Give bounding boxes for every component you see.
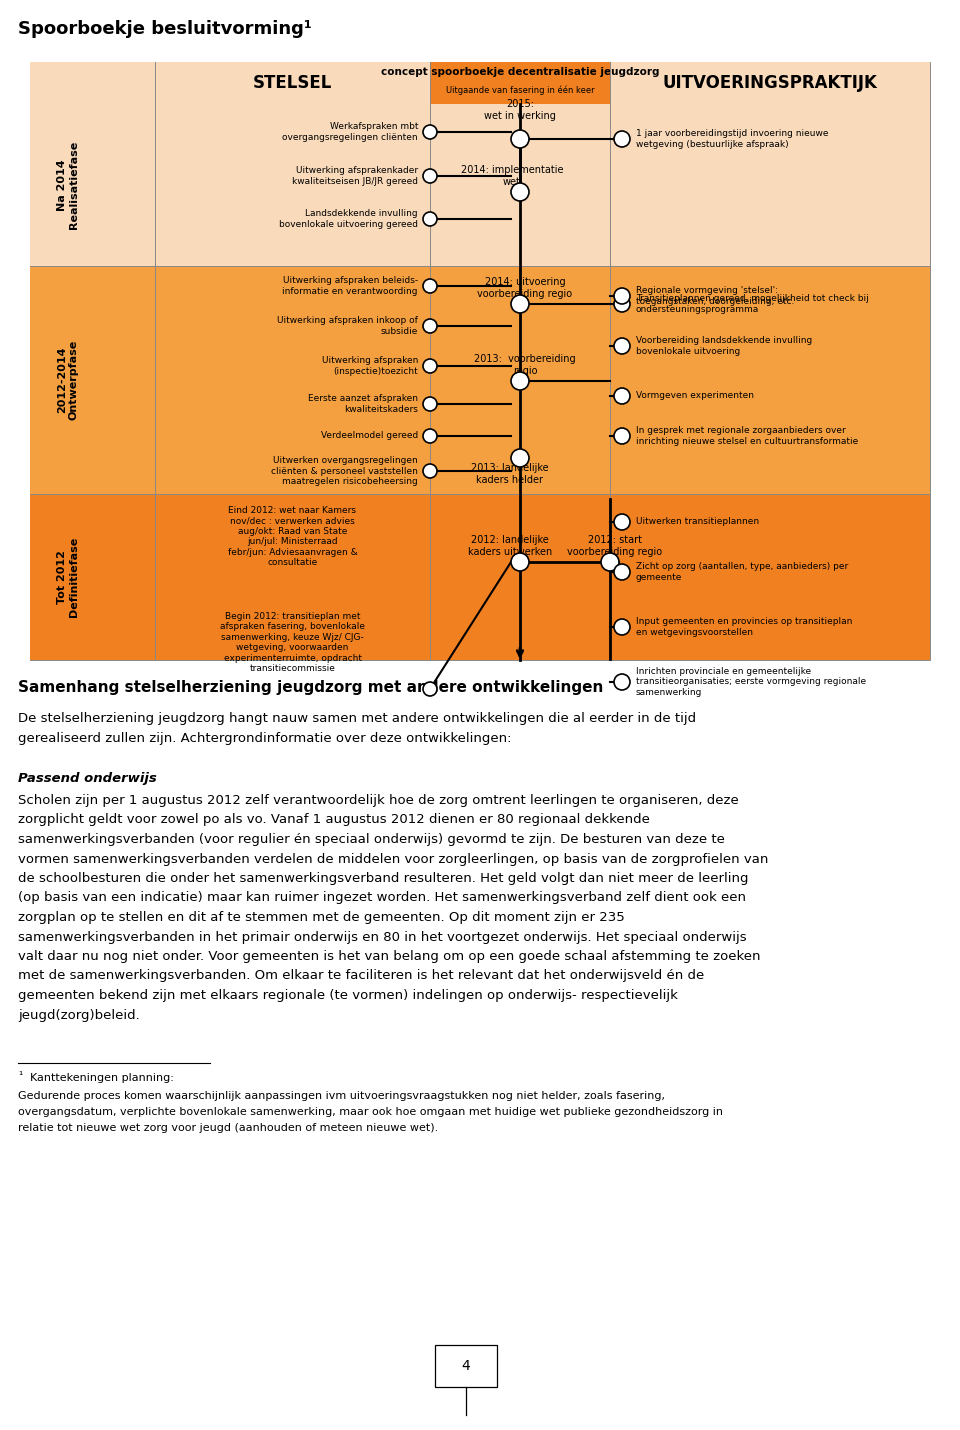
Bar: [30, 61, 930, 661]
Text: Uitwerking afspraken beleids-
informatie en verantwoording: Uitwerking afspraken beleids- informatie…: [282, 276, 418, 296]
Text: Verdeelmodel gereed: Verdeelmodel gereed: [321, 432, 418, 440]
Text: Voorbereiding landsdekkende invulling
bovenlokale uitvoering: Voorbereiding landsdekkende invulling bo…: [636, 336, 812, 356]
Circle shape: [423, 463, 437, 478]
Text: met de samenwerkingsverbanden. Om elkaar te faciliteren is het relevant dat het : met de samenwerkingsverbanden. Om elkaar…: [18, 970, 705, 982]
Circle shape: [614, 619, 630, 635]
Text: Inrichten provinciale en gemeentelijke
transitieorganisaties; eerste vormgeving : Inrichten provinciale en gemeentelijke t…: [636, 668, 866, 696]
Circle shape: [423, 279, 437, 293]
Circle shape: [423, 319, 437, 333]
Circle shape: [423, 429, 437, 443]
Text: Uitwerking afsprakenkader
kwaliteitseisen JB/JR gereed: Uitwerking afsprakenkader kwaliteitseise…: [292, 166, 418, 186]
Text: Scholen zijn per 1 augustus 2012 zelf verantwoordelijk hoe de zorg omtrent leerl: Scholen zijn per 1 augustus 2012 zelf ve…: [18, 794, 739, 807]
Circle shape: [423, 212, 437, 226]
Text: 2013:  voorbereiding
regio: 2013: voorbereiding regio: [474, 355, 576, 376]
Text: 2013: landelijke
kaders helder: 2013: landelijke kaders helder: [471, 463, 549, 485]
Circle shape: [614, 563, 630, 581]
Text: samenwerkingsverbanden in het primair onderwijs en 80 in het voortgezet onderwij: samenwerkingsverbanden in het primair on…: [18, 931, 747, 944]
Circle shape: [511, 130, 529, 147]
Circle shape: [614, 132, 630, 147]
Bar: [155, 61, 430, 104]
Text: Werkafspraken mbt
overgangsregelingen cliënten: Werkafspraken mbt overgangsregelingen cl…: [282, 123, 418, 142]
Text: Begin 2012: transitieplan met
afspraken fasering, bovenlokale
samenwerking, keuz: Begin 2012: transitieplan met afspraken …: [220, 612, 365, 674]
Bar: [430, 61, 610, 104]
Circle shape: [511, 295, 529, 313]
Circle shape: [423, 682, 437, 696]
Circle shape: [511, 553, 529, 571]
Text: In gesprek met regionale zorgaanbieders over
inrichting nieuwe stelsel en cultuu: In gesprek met regionale zorgaanbieders …: [636, 426, 858, 446]
Text: Passend onderwijs: Passend onderwijs: [18, 772, 156, 785]
Circle shape: [423, 359, 437, 373]
Circle shape: [614, 428, 630, 443]
Text: Uitgaande van fasering in één keer: Uitgaande van fasering in één keer: [445, 86, 594, 94]
Text: concept spoorboekje decentralisatie jeugdzorg: concept spoorboekje decentralisatie jeug…: [381, 67, 660, 77]
Text: vormen samenwerkingsverbanden verdelen de middelen voor zorgleerlingen, op basis: vormen samenwerkingsverbanden verdelen d…: [18, 852, 768, 865]
Bar: [30, 266, 930, 493]
Text: valt daar nu nog niet onder. Voor gemeenten is het van belang om op een goede sc: valt daar nu nog niet onder. Voor gemeen…: [18, 950, 760, 962]
Circle shape: [614, 337, 630, 355]
Text: gemeenten bekend zijn met elkaars regionale (te vormen) indelingen op onderwijs-: gemeenten bekend zijn met elkaars region…: [18, 990, 678, 1002]
Text: Input gemeenten en provincies op transitieplan
en wetgevingsvoorstellen: Input gemeenten en provincies op transit…: [636, 618, 852, 636]
Text: ¹: ¹: [18, 1071, 22, 1081]
Bar: [610, 61, 930, 104]
Text: zorgplicht geldt voor zowel po als vo. Vanaf 1 augustus 2012 dienen er 80 region: zorgplicht geldt voor zowel po als vo. V…: [18, 814, 650, 827]
Text: gerealiseerd zullen zijn. Achtergrondinformatie over deze ontwikkelingen:: gerealiseerd zullen zijn. Achtergrondinf…: [18, 732, 512, 745]
Text: UITVOERINGSPRAKTIJK: UITVOERINGSPRAKTIJK: [662, 74, 877, 92]
Text: 2014: uitvoering
voorbereiding regio: 2014: uitvoering voorbereiding regio: [477, 277, 572, 299]
Text: overgangsdatum, verplichte bovenlokale samenwerking, maar ook hoe omgaan met hui: overgangsdatum, verplichte bovenlokale s…: [18, 1107, 723, 1117]
Text: Na 2014
Realisatiefase: Na 2014 Realisatiefase: [58, 142, 79, 229]
Bar: [30, 61, 155, 104]
Circle shape: [614, 513, 630, 531]
Text: Zicht op zorg (aantallen, type, aanbieders) per
gemeente: Zicht op zorg (aantallen, type, aanbiede…: [636, 562, 849, 582]
Circle shape: [614, 388, 630, 405]
Text: Transitieplannen gereed, mogelijkheid tot check bij
ondersteuningsprogramma: Transitieplannen gereed, mogelijkheid to…: [636, 295, 869, 313]
Circle shape: [423, 124, 437, 139]
Text: Uitwerking afspraken
(inspectie)toezicht: Uitwerking afspraken (inspectie)toezicht: [322, 356, 418, 376]
Text: relatie tot nieuwe wet zorg voor jeugd (aanhouden of meteen nieuwe wet).: relatie tot nieuwe wet zorg voor jeugd (…: [18, 1123, 439, 1133]
Text: samenwerkingsverbanden (voor regulier én speciaal onderwijs) gevormd te zijn. De: samenwerkingsverbanden (voor regulier én…: [18, 834, 725, 847]
Circle shape: [423, 398, 437, 410]
Circle shape: [511, 449, 529, 468]
Circle shape: [614, 296, 630, 312]
Text: Eerste aanzet afspraken
kwaliteitskaders: Eerste aanzet afspraken kwaliteitskaders: [308, 395, 418, 413]
Circle shape: [614, 674, 630, 691]
Circle shape: [601, 553, 619, 571]
Text: Regionale vormgeving 'stelsel':
toegangstaken, doorgeleiding, etc.: Regionale vormgeving 'stelsel': toegangs…: [636, 286, 794, 306]
Text: de schoolbesturen die onder het samenwerkingsverband resulteren. Het geld volgt : de schoolbesturen die onder het samenwer…: [18, 872, 749, 885]
Circle shape: [511, 183, 529, 202]
Bar: [30, 493, 930, 661]
Bar: [435, 1346, 497, 1387]
Text: Kanttekeningen planning:: Kanttekeningen planning:: [30, 1072, 174, 1083]
Text: 4: 4: [462, 1358, 470, 1373]
Text: 2012: landelijke
kaders uitwerken: 2012: landelijke kaders uitwerken: [468, 535, 552, 558]
Bar: [30, 104, 930, 266]
Text: 2012-2014
Ontwerpfase: 2012-2014 Ontwerpfase: [58, 340, 79, 420]
Text: zorgplan op te stellen en dit af te stemmen met de gemeenten. Op dit moment zijn: zorgplan op te stellen en dit af te stem…: [18, 911, 625, 924]
Text: Vormgeven experimenten: Vormgeven experimenten: [636, 392, 754, 400]
Text: jeugd(zorg)beleid.: jeugd(zorg)beleid.: [18, 1008, 140, 1021]
Text: Uitwerken transitieplannen: Uitwerken transitieplannen: [636, 518, 759, 526]
Text: De stelselherziening jeugdzorg hangt nauw samen met andere ontwikkelingen die al: De stelselherziening jeugdzorg hangt nau…: [18, 712, 696, 725]
Text: Eind 2012: wet naar Kamers
nov/dec : verwerken advies
aug/okt: Raad van State
ju: Eind 2012: wet naar Kamers nov/dec : ver…: [228, 506, 357, 568]
Text: STELSEL: STELSEL: [252, 74, 332, 92]
Text: Spoorboekje besluitvorming¹: Spoorboekje besluitvorming¹: [18, 20, 312, 39]
Text: (op basis van een indicatie) maar kan ruimer ingezet worden. Het samenwerkingsve: (op basis van een indicatie) maar kan ru…: [18, 891, 746, 905]
Text: 2014: implementatie
wet: 2014: implementatie wet: [461, 166, 564, 187]
Text: 2012: start
voorbereiding regio: 2012: start voorbereiding regio: [567, 535, 662, 558]
Text: 2015:
wet in werking: 2015: wet in werking: [484, 100, 556, 122]
Text: Uitwerking afspraken inkoop of
subsidie: Uitwerking afspraken inkoop of subsidie: [277, 316, 418, 336]
Text: Landsdekkende invulling
bovenlokale uitvoering gereed: Landsdekkende invulling bovenlokale uitv…: [279, 209, 418, 229]
Text: Tot 2012
Definitiefase: Tot 2012 Definitiefase: [58, 536, 79, 618]
Circle shape: [614, 287, 630, 305]
Text: 1 jaar voorbereidingstijd invoering nieuwe
wetgeving (bestuurlijke afspraak): 1 jaar voorbereidingstijd invoering nieu…: [636, 129, 828, 149]
Circle shape: [423, 169, 437, 183]
Text: Uitwerken overgangsregelingen
cliënten & personeel vaststellen
maatregelen risic: Uitwerken overgangsregelingen cliënten &…: [271, 456, 418, 486]
Text: Gedurende proces komen waarschijnlijk aanpassingen ivm uitvoeringsvraagstukken n: Gedurende proces komen waarschijnlijk aa…: [18, 1091, 665, 1101]
Text: Samenhang stelselherziening jeugdzorg met andere ontwikkelingen: Samenhang stelselherziening jeugdzorg me…: [18, 681, 604, 695]
Circle shape: [511, 372, 529, 390]
